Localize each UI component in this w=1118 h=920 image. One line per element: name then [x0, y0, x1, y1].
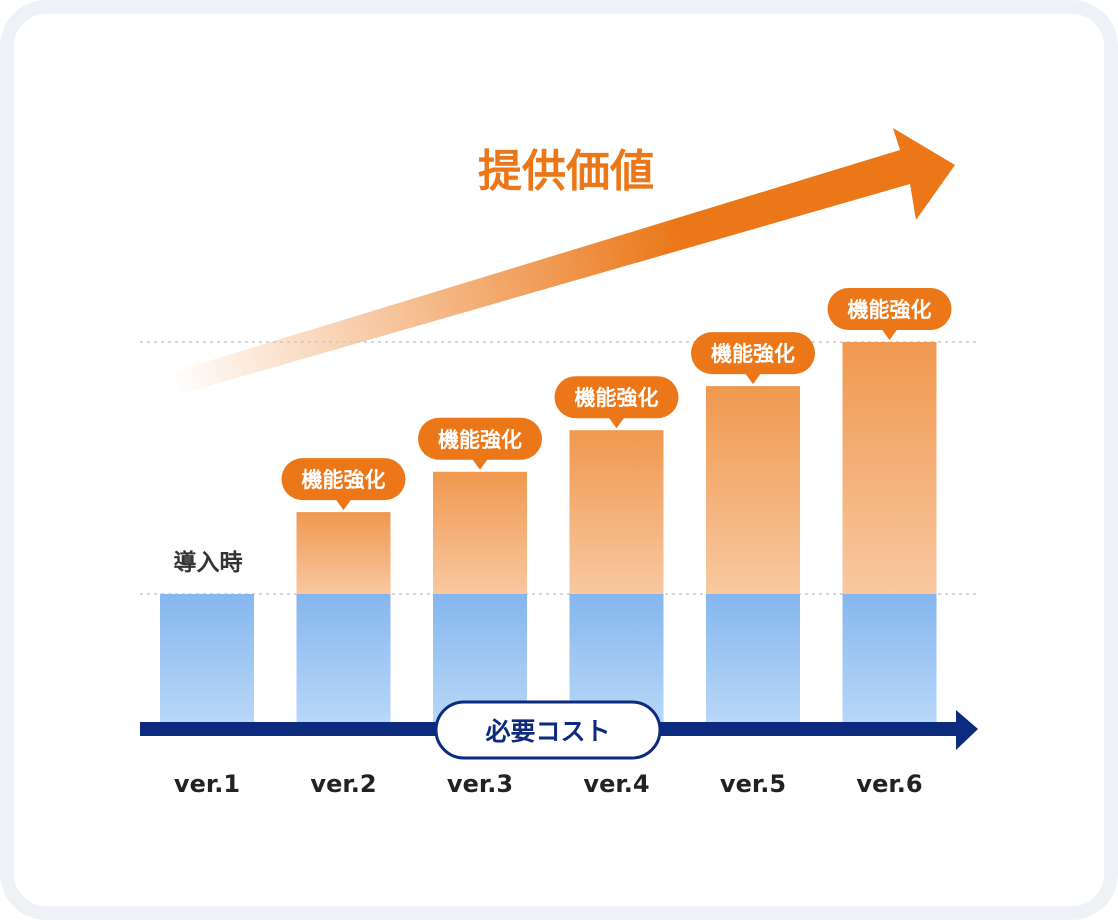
feature-callout: 機能強化 [827, 288, 952, 340]
feature-callout-label: 機能強化 [302, 468, 386, 492]
cost-bar [160, 594, 254, 722]
feature-callout-pointer [745, 373, 761, 385]
feature-callout-pointer [608, 417, 625, 429]
feature-callout-bubble [281, 458, 406, 501]
value-arrow [166, 128, 955, 396]
cost-axis-label: 必要コスト [485, 717, 610, 746]
cost-bar [842, 594, 937, 722]
feature-callout-bubble [554, 376, 679, 419]
feature-bar [433, 471, 527, 594]
feature-callout-bubble [827, 288, 952, 330]
feature-callout-pointer [335, 499, 352, 511]
feature-callout-bubble [691, 332, 815, 375]
feature-callout: 機能強化 [691, 332, 815, 385]
feature-callout: 機能強化 [281, 458, 406, 511]
feature-callout-label: 機能強化 [438, 428, 522, 452]
feature-callout-bubble [418, 417, 542, 460]
x-tick-label: ver.1 [174, 770, 240, 798]
feature-callout-pointer [881, 329, 898, 340]
cost-axis-label-pill [434, 700, 662, 760]
cost-axis-arrowhead [956, 710, 978, 750]
x-tick-label: ver.4 [583, 770, 649, 798]
feature-bar [842, 342, 937, 594]
feature-callout: 機能強化 [418, 417, 542, 470]
cost-bar [296, 594, 391, 722]
feature-bar [296, 512, 391, 594]
baseline-label: 導入時 [174, 549, 243, 576]
value-arrow-label: 提供価値 [478, 146, 654, 197]
x-tick-label: ver.6 [856, 770, 922, 798]
feature-callout-label: 機能強化 [848, 298, 932, 322]
feature-bar [706, 386, 800, 594]
x-tick-label: ver.5 [720, 770, 786, 798]
feature-callout-label: 機能強化 [575, 386, 659, 410]
feature-callout: 機能強化 [554, 376, 679, 429]
x-axis-labels: ver.1 ver.2 ver.3 ver.4 ver.5 ver.6 [174, 770, 923, 798]
feature-callout-label: 機能強化 [711, 342, 795, 366]
x-tick-label: ver.2 [310, 770, 376, 798]
feature-bar [569, 430, 664, 594]
x-tick-label: ver.3 [447, 770, 513, 798]
feature-callout-pointer [472, 458, 488, 470]
cost-bar [706, 594, 800, 722]
